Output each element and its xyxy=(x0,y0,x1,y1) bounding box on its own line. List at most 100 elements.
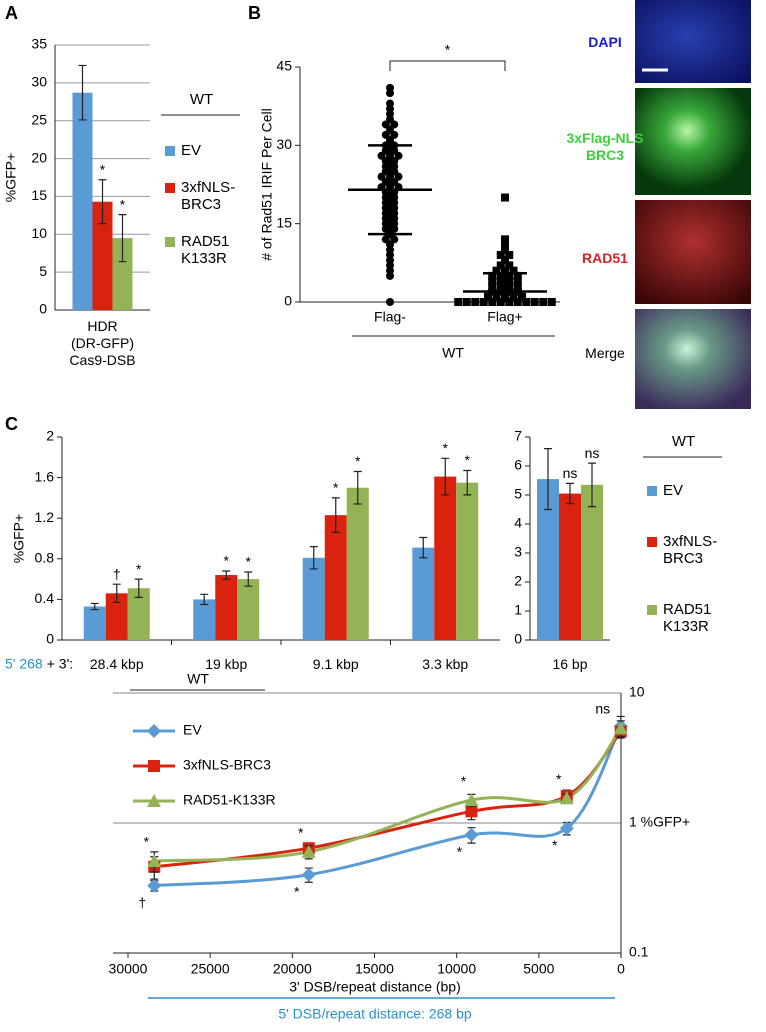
dot xyxy=(488,271,497,280)
bar xyxy=(302,557,325,640)
x-tick-label: 16 bp xyxy=(552,656,588,672)
panel-label: B xyxy=(248,3,261,23)
y-axis-title: # of Rad51 IRIF Per Cell xyxy=(259,108,275,261)
y-tick-label: 20 xyxy=(31,149,47,165)
dot xyxy=(522,298,531,306)
dot xyxy=(509,292,518,301)
micrograph-label: Merge xyxy=(585,345,625,361)
error-bar xyxy=(222,570,231,580)
y-tick-label: 0.4 xyxy=(35,590,55,606)
y-tick-label: 2 xyxy=(514,573,522,589)
legend-title: WT xyxy=(190,91,213,108)
error-bar xyxy=(309,546,318,570)
dot xyxy=(454,298,463,306)
dot xyxy=(505,251,514,259)
dot xyxy=(547,298,556,306)
bar xyxy=(215,575,238,640)
legend-swatch xyxy=(165,183,175,193)
error-bar xyxy=(331,497,340,534)
dot xyxy=(488,277,497,286)
bar xyxy=(105,593,128,640)
legend-label: RAD51 K133R xyxy=(663,601,712,635)
dot xyxy=(492,292,501,301)
y-tick-label: 2 xyxy=(46,428,54,444)
significance-mark: * xyxy=(333,480,339,496)
legend-label: RAD51-K133R xyxy=(183,792,276,808)
bar xyxy=(324,515,347,640)
dot xyxy=(505,298,514,306)
error-bar xyxy=(419,536,428,559)
x-tick-label: 15000 xyxy=(355,961,394,977)
y-tick-label: 3 xyxy=(514,544,522,560)
error-bar xyxy=(98,179,107,225)
y-tick-label: 0 xyxy=(46,631,54,647)
dot xyxy=(496,271,505,280)
dot xyxy=(471,298,480,306)
error-bar xyxy=(353,470,362,505)
dot xyxy=(488,282,497,291)
legend-label: EV xyxy=(181,142,202,159)
series-line xyxy=(154,727,622,863)
x-tick-label: 10000 xyxy=(437,961,476,977)
legend-label: EV xyxy=(663,482,684,499)
y-tick-label: 1.2 xyxy=(35,509,55,525)
x-tick-label: 9.1 kbp xyxy=(312,656,359,672)
y-tick-label: 1.6 xyxy=(35,468,55,484)
legend-label: 3xfNLS- BRC3 xyxy=(181,179,236,213)
y-tick-label: 35 xyxy=(31,36,47,52)
x-tick-label: 19 kbp xyxy=(205,656,248,672)
significance-mark: ns xyxy=(563,465,578,481)
significance-mark: * xyxy=(100,161,106,177)
bar xyxy=(112,238,133,310)
y-tick-label: 0.1 xyxy=(629,944,649,960)
error-bar xyxy=(134,578,143,598)
marker xyxy=(559,791,574,805)
y-axis-title: %GFP+ xyxy=(11,514,27,563)
y-tick-label: 0 xyxy=(39,301,47,317)
marker xyxy=(301,844,316,858)
significance-mark: * xyxy=(136,561,142,577)
x-tick-label: 28.4 kbp xyxy=(89,656,144,672)
legend-label: EV xyxy=(183,722,202,738)
marker xyxy=(147,854,162,868)
dot xyxy=(505,282,514,291)
significance-mark: * xyxy=(120,196,126,212)
significance-mark: * xyxy=(224,553,230,569)
y-tick-label: 1 %GFP+ xyxy=(629,814,690,830)
y-tick-label: 25 xyxy=(31,111,47,127)
legend-title: WT xyxy=(672,433,695,450)
dot xyxy=(386,89,394,98)
x-tick-label: 3.3 kbp xyxy=(422,656,469,672)
significance-mark: * xyxy=(355,453,361,469)
y-tick-label: 1 xyxy=(514,602,522,618)
significance-mark: * xyxy=(465,452,471,468)
bar xyxy=(412,547,435,640)
category-prefix: 5' 268 xyxy=(5,656,43,672)
error-bar xyxy=(112,583,121,604)
significance-mark: * xyxy=(144,834,150,850)
dot xyxy=(496,282,505,291)
marker xyxy=(464,827,479,842)
significance-mark: ns xyxy=(595,700,610,716)
micrograph-rad51 xyxy=(635,200,751,304)
dot xyxy=(509,266,518,275)
error-bar xyxy=(78,64,87,121)
dot xyxy=(539,298,548,306)
significance-bracket xyxy=(389,60,506,71)
dot xyxy=(496,261,505,270)
y-tick-label: 0.8 xyxy=(35,550,55,566)
dot xyxy=(496,298,505,306)
dot xyxy=(518,292,526,301)
dot xyxy=(488,298,497,306)
y-tick-label: 5 xyxy=(514,486,522,502)
significance-mark: † xyxy=(113,566,121,582)
micrograph-flag xyxy=(635,88,751,195)
dot xyxy=(462,298,471,306)
bar xyxy=(127,588,150,640)
legend-swatch xyxy=(165,146,175,156)
dot xyxy=(501,193,509,202)
dot xyxy=(501,245,509,254)
significance-mark: * xyxy=(443,440,449,456)
